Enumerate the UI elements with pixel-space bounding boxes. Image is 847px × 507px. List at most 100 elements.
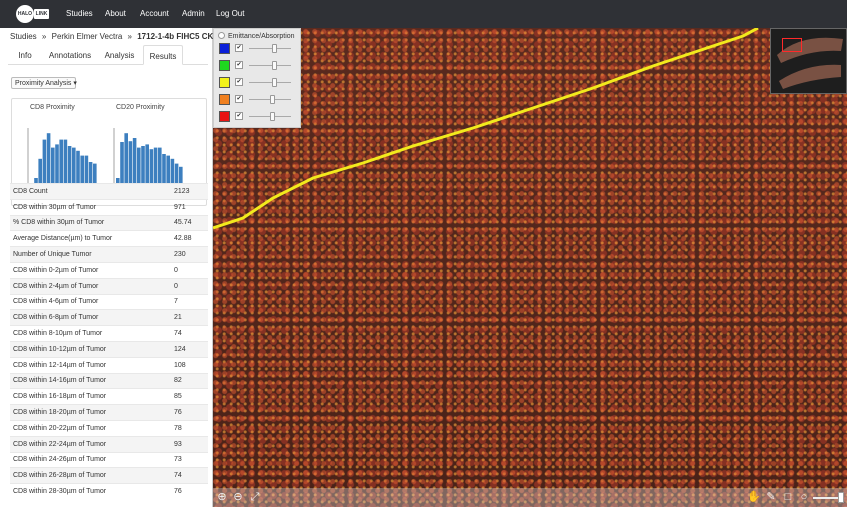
- stat-label: Number of Unique Tumor: [13, 251, 92, 259]
- table-row: CD8 within 12-14µm of Tumor 108: [10, 356, 208, 373]
- stat-label: CD8 within 28-30µm of Tumor: [13, 488, 107, 496]
- channel-checkbox[interactable]: ✔: [235, 61, 243, 69]
- table-row: CD8 within 6-8µm of Tumor 21: [10, 309, 208, 326]
- channel-legend: Emittance/Absorption ✔ ✔ ✔ ✔ ✔: [213, 28, 301, 128]
- channel-slider-handle[interactable]: [272, 44, 278, 53]
- nav-account[interactable]: Account: [140, 9, 169, 18]
- channel-row: ✔: [219, 60, 299, 71]
- stat-value: 2123: [174, 187, 190, 195]
- table-row: CD8 within 24-26µm of Tumor 73: [10, 451, 208, 468]
- hand-icon[interactable]: ✋: [747, 491, 761, 503]
- circle-icon[interactable]: ○: [800, 491, 808, 503]
- breadcrumb-study[interactable]: Perkin Elmer Vectra: [51, 32, 123, 41]
- slide-viewer[interactable]: Emittance/Absorption ✔ ✔ ✔ ✔ ✔ ⊕ ⊖ ⤢ ✋ ✎ □ ○: [213, 28, 847, 507]
- stat-value: 45.74: [174, 219, 192, 227]
- nav-studies[interactable]: Studies: [66, 9, 93, 18]
- histogram-bar: [137, 147, 141, 186]
- channel-color-swatch[interactable]: [219, 60, 230, 71]
- histogram-bar: [120, 142, 124, 186]
- histogram-bar: [116, 178, 120, 186]
- channel-slider-track[interactable]: [249, 82, 291, 83]
- tumor-boundary-annotation[interactable]: [213, 28, 759, 230]
- stat-value: 74: [174, 330, 182, 338]
- stat-value: 0: [174, 282, 178, 290]
- rectangle-icon[interactable]: □: [784, 491, 792, 503]
- chart-title: CD8 Proximity: [30, 104, 75, 111]
- channel-slider-track[interactable]: [249, 48, 291, 49]
- histogram-bar: [38, 158, 42, 186]
- breadcrumb-separator: »: [41, 32, 47, 41]
- nav-admin[interactable]: Admin: [182, 9, 205, 18]
- stat-label: CD8 within 26-28µm of Tumor: [13, 472, 107, 480]
- table-row: CD8 within 0-2µm of Tumor 0: [10, 261, 208, 278]
- zoom-slider-handle[interactable]: [838, 492, 844, 503]
- viewport-indicator[interactable]: [782, 38, 802, 52]
- halo-link-logo[interactable]: HALO LINK: [16, 5, 49, 23]
- stat-label: CD8 Count: [13, 187, 48, 195]
- table-row: CD8 within 8-10µm of Tumor 74: [10, 325, 208, 341]
- legend-title[interactable]: Emittance/Absorption: [218, 32, 295, 40]
- histogram-bar: [72, 147, 76, 186]
- zoom-in-icon[interactable]: ⊕: [217, 491, 227, 503]
- nav-logout[interactable]: Log Out: [216, 9, 245, 18]
- channel-color-swatch[interactable]: [219, 43, 230, 54]
- stat-value: 74: [174, 472, 182, 480]
- cd8-proximity-chart: CD8 Proximity: [24, 102, 100, 202]
- stat-label: CD8 within 18-20µm of Tumor: [13, 409, 107, 417]
- channel-slider-track[interactable]: [249, 99, 291, 100]
- channel-slider-handle[interactable]: [270, 95, 276, 104]
- stat-label: CD8 within 2-4µm of Tumor: [13, 282, 99, 290]
- tab-info[interactable]: Info: [18, 51, 32, 60]
- channel-row: ✔: [219, 94, 299, 105]
- emittance-toggle[interactable]: [218, 32, 225, 39]
- channel-color-swatch[interactable]: [219, 94, 230, 105]
- channel-checkbox[interactable]: ✔: [235, 44, 243, 52]
- table-row: CD8 within 4-6µm of Tumor 7: [10, 293, 208, 310]
- channel-slider-track[interactable]: [249, 65, 291, 66]
- zoom-slider-track[interactable]: [813, 497, 839, 499]
- stat-value: 42.88: [174, 235, 192, 243]
- analysis-select[interactable]: Proximity Analysis ▾: [11, 77, 77, 89]
- channel-color-swatch[interactable]: [219, 77, 230, 88]
- histogram-bar: [80, 155, 84, 186]
- table-row: CD8 within 26-28µm of Tumor 74: [10, 467, 208, 484]
- histogram-bar: [128, 141, 133, 186]
- breadcrumb-studies[interactable]: Studies: [10, 32, 37, 41]
- channel-slider-handle[interactable]: [272, 61, 278, 70]
- stat-label: CD8 within 0-2µm of Tumor: [13, 266, 99, 274]
- stat-value: 76: [174, 409, 182, 417]
- stat-label: CD8 within 12-14µm of Tumor: [13, 361, 107, 369]
- histogram-bar: [162, 154, 166, 186]
- zoom-out-icon[interactable]: ⊖: [233, 491, 243, 503]
- histogram-bar: [55, 144, 59, 186]
- pen-icon[interactable]: ✎: [766, 491, 776, 503]
- channel-slider-track[interactable]: [249, 116, 291, 117]
- stat-label: CD8 within 4-6µm of Tumor: [13, 298, 99, 306]
- table-row: CD8 within 16-18µm of Tumor 85: [10, 388, 208, 404]
- channel-color-swatch[interactable]: [219, 111, 230, 122]
- channel-slider-handle[interactable]: [272, 78, 278, 87]
- histogram-bar: [88, 162, 93, 186]
- stat-value: 93: [174, 440, 182, 448]
- table-row: CD8 within 28-30µm of Tumor 76: [10, 483, 208, 499]
- histogram-bar: [132, 138, 137, 186]
- histogram-bar: [141, 146, 145, 186]
- tab-results[interactable]: Results: [143, 45, 183, 65]
- stat-label: CD8 within 24-26µm of Tumor: [13, 456, 107, 464]
- channel-checkbox[interactable]: ✔: [235, 95, 243, 103]
- table-row: CD8 within 30µm of Tumor 971: [10, 198, 208, 215]
- channel-checkbox[interactable]: ✔: [235, 112, 243, 120]
- channel-checkbox[interactable]: ✔: [235, 78, 243, 86]
- histogram-bar: [67, 146, 72, 186]
- stat-value: 971: [174, 203, 186, 211]
- tab-analysis[interactable]: Analysis: [104, 51, 135, 60]
- stat-label: % CD8 within 30µm of Tumor: [13, 219, 105, 227]
- cd8-histogram: [27, 128, 97, 187]
- channel-slider-handle[interactable]: [270, 112, 276, 121]
- tab-annotations[interactable]: Annotations: [48, 51, 92, 60]
- nav-about[interactable]: About: [105, 9, 126, 18]
- channel-row: ✔: [219, 111, 299, 122]
- overview-thumbnail[interactable]: [770, 28, 847, 94]
- stat-label: CD8 within 10-12µm of Tumor: [13, 345, 107, 353]
- fit-icon[interactable]: ⤢: [250, 491, 260, 503]
